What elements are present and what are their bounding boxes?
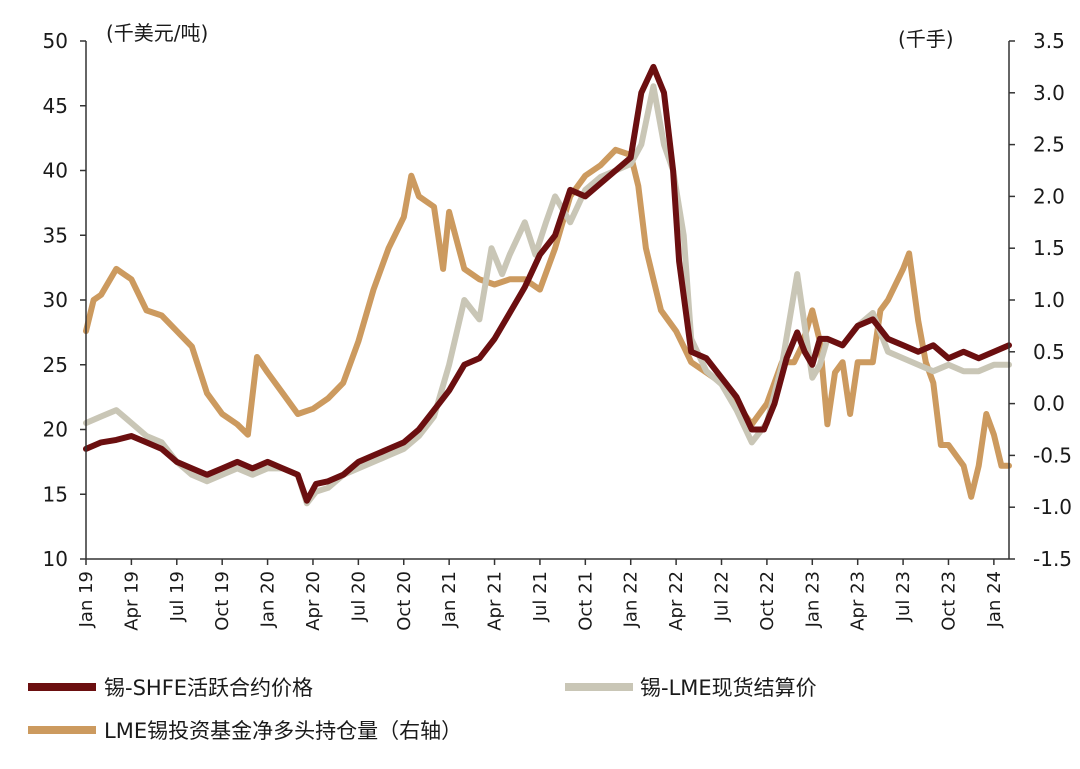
x-tick-label: Apr 20	[303, 571, 324, 631]
x-tick-label: Oct 23	[938, 571, 959, 631]
legend-label-lme: 锡-LME现货结算价	[640, 676, 817, 700]
x-tick-label: Apr 23	[848, 571, 869, 631]
x-tick-label: Oct 20	[394, 571, 415, 631]
series-line-0	[83, 63, 1012, 504]
x-tick-label: Oct 22	[757, 571, 778, 631]
right-tick-label: 1.5	[1033, 236, 1065, 260]
legend-label-shfe: 锡-SHFE活跃合约价格	[104, 676, 313, 700]
left-unit-label: (千美元/吨)	[106, 21, 208, 45]
x-tick-label: Oct 21	[575, 571, 596, 631]
right-tick-label: -1.0	[1033, 495, 1072, 519]
x-tick-label: Apr 21	[485, 571, 506, 631]
left-tick-label: 40	[43, 159, 68, 183]
left-tick-label: 50	[43, 29, 68, 53]
series-line-1	[83, 83, 1012, 507]
x-tick-label: Jan 19	[76, 571, 97, 628]
left-tick-label: 35	[43, 223, 68, 247]
x-tick-label: Jan 22	[621, 571, 642, 628]
left-tick-label: 45	[43, 94, 68, 118]
x-tick-label: Jan 20	[258, 571, 279, 628]
x-tick-label: Apr 19	[121, 571, 142, 631]
right-tick-label: -0.5	[1033, 443, 1072, 467]
left-tick-label: 15	[43, 482, 68, 506]
right-tick-label: 3.0	[1033, 81, 1065, 105]
x-tick-label: Apr 22	[666, 571, 687, 631]
right-tick-label: 0.5	[1033, 340, 1065, 364]
x-tick-label: Jul 23	[893, 571, 914, 622]
right-tick-label: 2.0	[1033, 184, 1065, 208]
right-tick-label: -1.5	[1033, 547, 1072, 571]
x-tick-label: Jan 21	[439, 571, 460, 628]
left-tick-label: 30	[43, 288, 68, 312]
x-tick-label: Jul 20	[348, 571, 369, 622]
left-tick-label: 10	[43, 547, 68, 571]
left-tick-label: 20	[43, 418, 68, 442]
right-tick-label: 3.5	[1033, 29, 1065, 53]
x-tick-label: Jul 19	[167, 571, 188, 622]
right-unit-label: (千手)	[898, 27, 954, 51]
right-tick-label: 1.0	[1033, 288, 1065, 312]
right-tick-label: 0.0	[1033, 392, 1065, 416]
x-tick-label: Jan 23	[802, 571, 823, 628]
x-tick-label: Jan 24	[984, 571, 1005, 628]
left-tick-label: 25	[43, 353, 68, 377]
right-tick-label: 2.5	[1033, 133, 1065, 157]
x-tick-label: Jul 22	[712, 571, 733, 622]
series-line-2	[83, 146, 1012, 500]
x-tick-label: Jul 21	[530, 571, 551, 622]
x-tick-label: Oct 19	[212, 571, 233, 631]
legend-label-fund: LME锡投资基金净多头持仓量（右轴）	[104, 719, 462, 743]
legend: 锡-SHFE活跃合约价格 锡-LME现货结算价 LME锡投资基金净多头持仓量（右…	[28, 676, 817, 743]
